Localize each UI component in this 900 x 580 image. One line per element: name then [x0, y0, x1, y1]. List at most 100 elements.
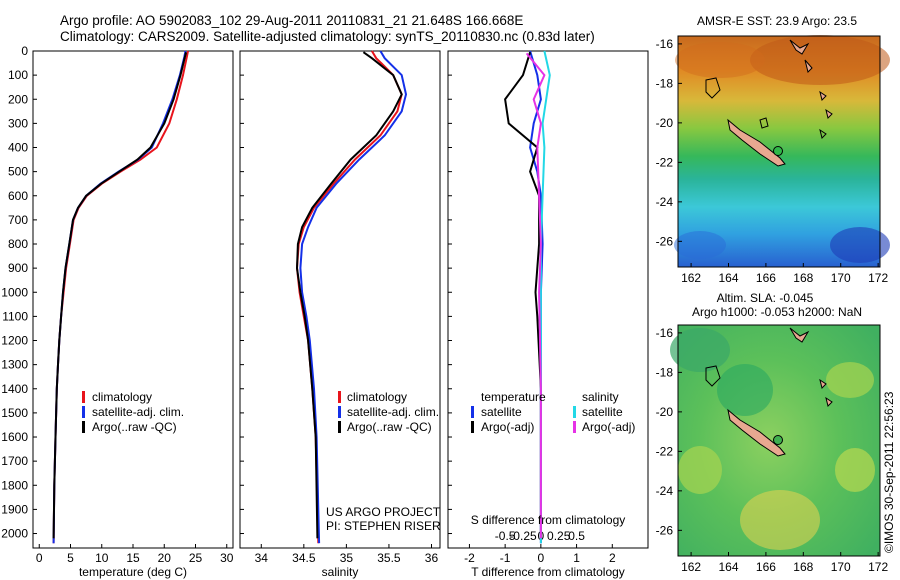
argo-location-marker	[773, 435, 783, 445]
map-lon-label: 168	[793, 271, 813, 285]
depth-tick-label: 1200	[1, 334, 28, 348]
profile-line-climatology	[295, 50, 403, 544]
sla-high-patch	[835, 448, 875, 492]
vanuatu-island	[789, 39, 810, 55]
temperature-legend: climatology satellite-adj. clim. Argo(..…	[82, 390, 184, 434]
legend-swatch-satellite	[338, 406, 341, 418]
map-lon-label: 162	[681, 560, 701, 574]
sst-map-ticks: -16 -18 -20 -22 -24 -26 162 164 166 168 170 172	[656, 37, 889, 285]
profile-line-salinity-argo-adj-	[525, 52, 546, 539]
x-tick-label: 1	[573, 551, 580, 565]
sla-low-patch	[670, 328, 730, 372]
x-tick-label: 35	[340, 551, 354, 565]
x-tick-label: 0	[36, 551, 43, 565]
t-difference-xlabel: T difference from climatology	[471, 565, 625, 579]
map-lat-label: -22	[656, 444, 674, 458]
salinity-legend: climatology satellite-adj. clim. Argo(..…	[338, 390, 439, 434]
temperature-panel: 0100200300400500600700800900100011001200…	[1, 44, 233, 579]
x-tick-label: 34.5	[292, 551, 316, 565]
depth-tick-label: 900	[8, 261, 28, 275]
map-lat-label: -20	[656, 405, 674, 419]
map-lon-label: 172	[868, 560, 888, 574]
legend-title-temperature: temperature	[481, 390, 546, 404]
x-tick-label: 15	[126, 551, 140, 565]
s-tick-label: 0.25	[547, 529, 571, 543]
map-lat-label: -26	[656, 523, 674, 537]
legend-label-s-argo: Argo(-adj)	[582, 420, 635, 434]
map-lon-label: 168	[793, 560, 813, 574]
sst-warm-patch	[675, 42, 765, 78]
reef-outline	[705, 365, 721, 387]
map-lon-label: 166	[756, 271, 776, 285]
legend-label-argo: Argo(..raw -QC)	[347, 420, 432, 434]
legend-title-salinity: salinity	[582, 390, 619, 404]
difference-axes-box	[447, 50, 649, 549]
legend-label-t-satellite: satellite	[481, 405, 522, 419]
x-tick-label: 30	[220, 551, 234, 565]
island-outline	[759, 117, 769, 129]
depth-tick-label: 1700	[1, 454, 28, 468]
depth-tick-label: 600	[8, 189, 28, 203]
depth-tick-label: 100	[8, 68, 28, 82]
map-lon-label: 172	[868, 271, 888, 285]
map-lon-label: 166	[756, 560, 776, 574]
x-tick-label: 35.5	[377, 551, 401, 565]
map-lat-label: -16	[656, 326, 674, 340]
legend-label-climatology: climatology	[92, 390, 152, 404]
sla-high-patch	[678, 446, 722, 494]
sla-map-frame	[677, 324, 881, 557]
x-tick-label: 5	[67, 551, 74, 565]
profile-line-argo-raw-qc-	[52, 51, 188, 539]
map-lon-label: 164	[718, 271, 738, 285]
map-lat-label: -26	[656, 234, 674, 248]
x-tick-label: 2	[609, 551, 616, 565]
legend-label-climatology: climatology	[347, 390, 407, 404]
legend-swatch-satellite	[82, 406, 85, 418]
sla-map-title-1: Altim. SLA: -0.045	[717, 291, 814, 305]
sst-map-frame	[677, 35, 881, 268]
s-difference-label: S difference from climatology	[471, 513, 626, 527]
legend-label-s-satellite: satellite	[582, 405, 623, 419]
salinity-profiles	[295, 50, 408, 544]
sst-map-title: AMSR-E SST: 23.9 Argo: 23.5	[697, 14, 857, 28]
x-tick-label: 34	[255, 551, 269, 565]
x-tick-label: 0	[538, 551, 545, 565]
depth-tick-label: 1500	[1, 406, 28, 420]
map-lat-label: -24	[656, 195, 674, 209]
map-lat-label: -20	[656, 116, 674, 130]
map-lon-label: 170	[831, 560, 851, 574]
legend-swatch-s-argo	[573, 421, 576, 433]
depth-tick-label: 1900	[1, 502, 28, 516]
profile-line-climatology	[52, 50, 189, 544]
salinity-xlabel: salinity	[322, 565, 359, 579]
legend-swatch-argo	[338, 421, 341, 433]
sla-map-ticks: -16 -18 -20 -22 -24 -26 162 164 166 168 170 172	[656, 326, 889, 574]
depth-tick-label: 700	[8, 213, 28, 227]
depth-tick-label: 1300	[1, 358, 28, 372]
map-lat-label: -16	[656, 37, 674, 51]
sla-high-patch	[826, 362, 874, 398]
reef-outline	[705, 77, 721, 99]
legend-label-t-argo: Argo(-adj)	[481, 420, 534, 434]
vanuatu-island	[825, 108, 833, 119]
depth-tick-label: 1600	[1, 430, 28, 444]
x-tick-label: 36	[425, 551, 439, 565]
x-tick-label: 10	[95, 551, 109, 565]
sst-map: -16 -18 -20 -22 -24 -26 162 164 166 168 170 172 AMS…	[656, 14, 890, 285]
depth-tick-label: 1000	[1, 285, 28, 299]
legend-label-satellite: satellite-adj. clim.	[92, 405, 184, 419]
legend-swatch-climatology	[82, 391, 85, 403]
sst-cold-patch	[830, 227, 890, 263]
vanuatu-island	[789, 327, 810, 343]
legend-swatch-s-satellite	[573, 406, 576, 418]
project-label: US ARGO PROJECT	[326, 505, 441, 519]
map-lat-label: -24	[656, 484, 674, 498]
profile-line-satellite-adj-clim-	[52, 50, 187, 544]
map-lon-label: 164	[718, 560, 738, 574]
legend-label-argo: Argo(..raw -QC)	[92, 420, 177, 434]
profile-line-satellite-adj-clim-	[299, 50, 408, 544]
temperature-xlabel: temperature (deg C)	[79, 565, 187, 579]
vanuatu-island	[825, 396, 833, 407]
salinity-axes-box	[239, 50, 441, 549]
legend-label-satellite: satellite-adj. clim.	[347, 405, 439, 419]
